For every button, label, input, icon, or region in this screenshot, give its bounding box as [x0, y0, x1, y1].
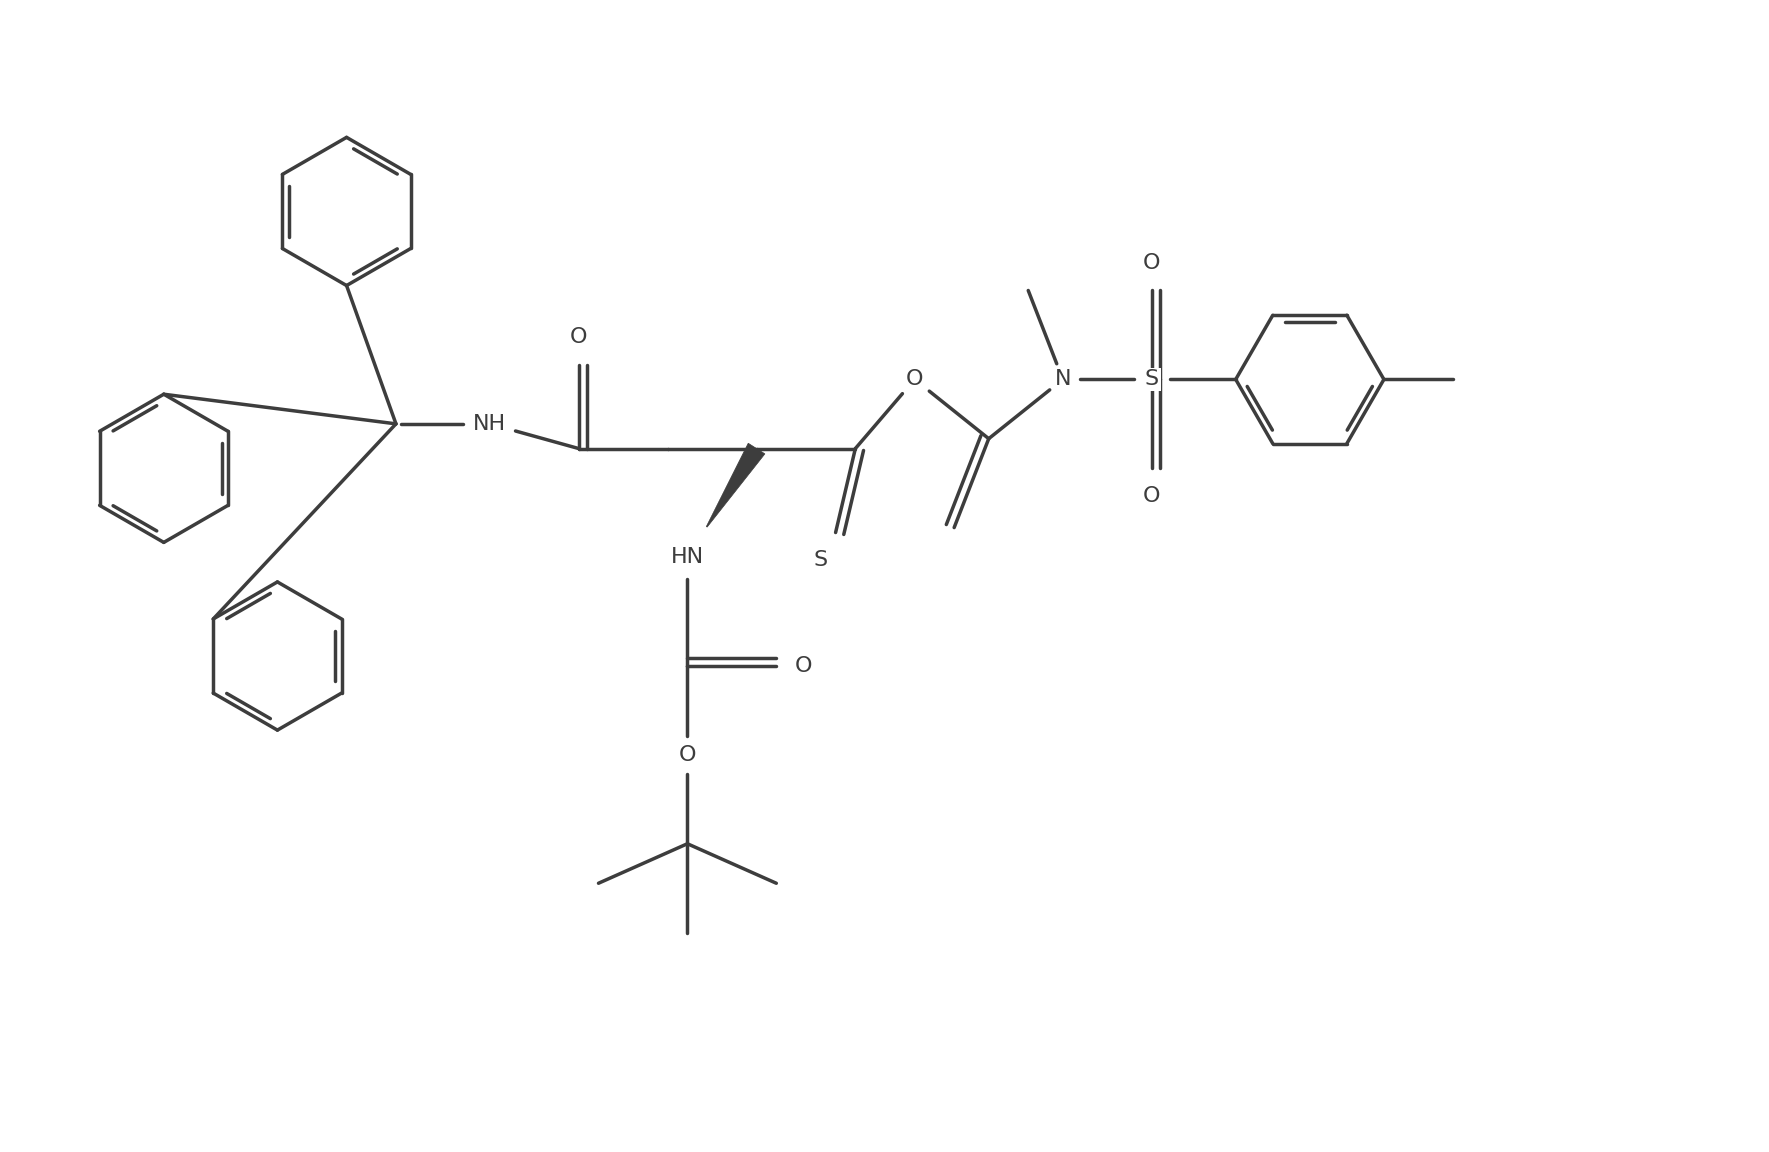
- Text: HN: HN: [670, 547, 704, 567]
- Text: S: S: [1145, 370, 1159, 389]
- Text: O: O: [570, 327, 587, 347]
- Polygon shape: [706, 444, 764, 528]
- Text: O: O: [679, 745, 697, 765]
- Text: O: O: [1143, 252, 1160, 273]
- Text: N: N: [1054, 370, 1070, 389]
- Text: O: O: [796, 655, 812, 676]
- Text: O: O: [906, 370, 923, 389]
- Text: NH: NH: [474, 414, 506, 434]
- Text: O: O: [1143, 486, 1160, 506]
- Text: S: S: [814, 551, 828, 570]
